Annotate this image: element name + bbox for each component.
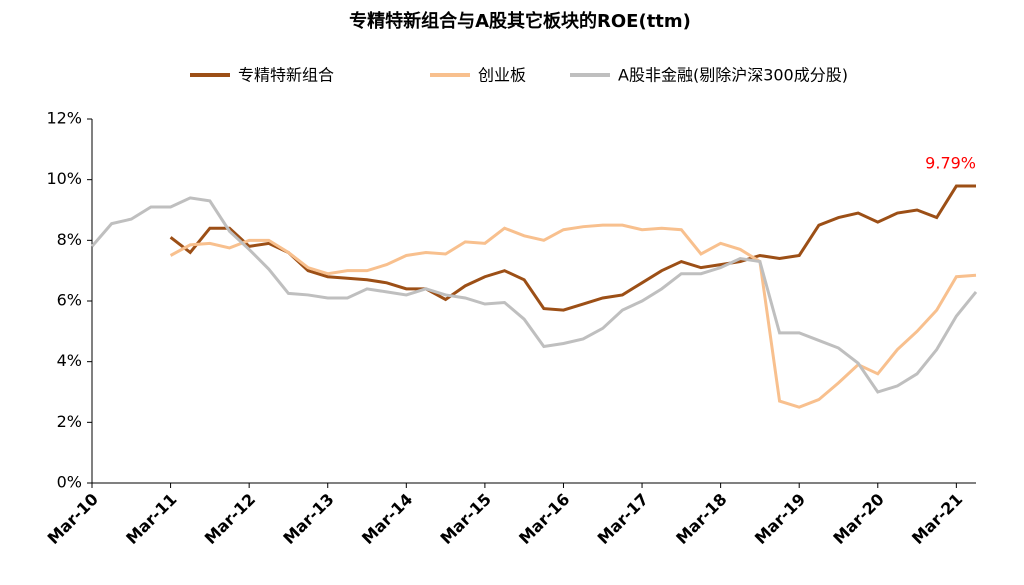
x-tick-label: Mar-18 — [672, 490, 730, 548]
legend-label: A股非金融(剔除沪深300成分股) — [618, 66, 848, 85]
y-tick-label: 8% — [57, 230, 82, 249]
x-tick-label: Mar-15 — [437, 490, 495, 548]
series-line — [90, 196, 978, 394]
x-tick-label: Mar-19 — [751, 490, 809, 548]
chart-title: 专精特新组合与A股其它板块的ROE(ttm) — [349, 10, 691, 32]
x-tick-label: Mar-10 — [44, 490, 102, 548]
y-tick-label: 4% — [57, 351, 82, 370]
y-tick-label: 10% — [46, 169, 82, 188]
x-tick-label: Mar-16 — [515, 490, 573, 548]
x-tick-label: Mar-17 — [594, 490, 652, 548]
x-tick-label: Mar-13 — [279, 490, 337, 548]
series-line — [169, 223, 977, 409]
y-tick-label: 2% — [57, 412, 82, 431]
y-tick-label: 6% — [57, 291, 82, 310]
x-tick-label: Mar-11 — [122, 490, 180, 548]
data-label: 9.79% — [925, 154, 976, 173]
legend-label: 专精特新组合 — [238, 66, 334, 85]
x-tick-label: Mar-14 — [358, 490, 416, 548]
series-line — [169, 184, 976, 312]
legend-label: 创业板 — [478, 66, 526, 85]
x-tick-label: Mar-12 — [201, 490, 259, 548]
x-tick-label: Mar-20 — [829, 490, 887, 548]
y-tick-label: 12% — [46, 109, 82, 128]
x-tick-label: Mar-21 — [908, 490, 966, 548]
y-tick-label: 0% — [57, 473, 82, 492]
